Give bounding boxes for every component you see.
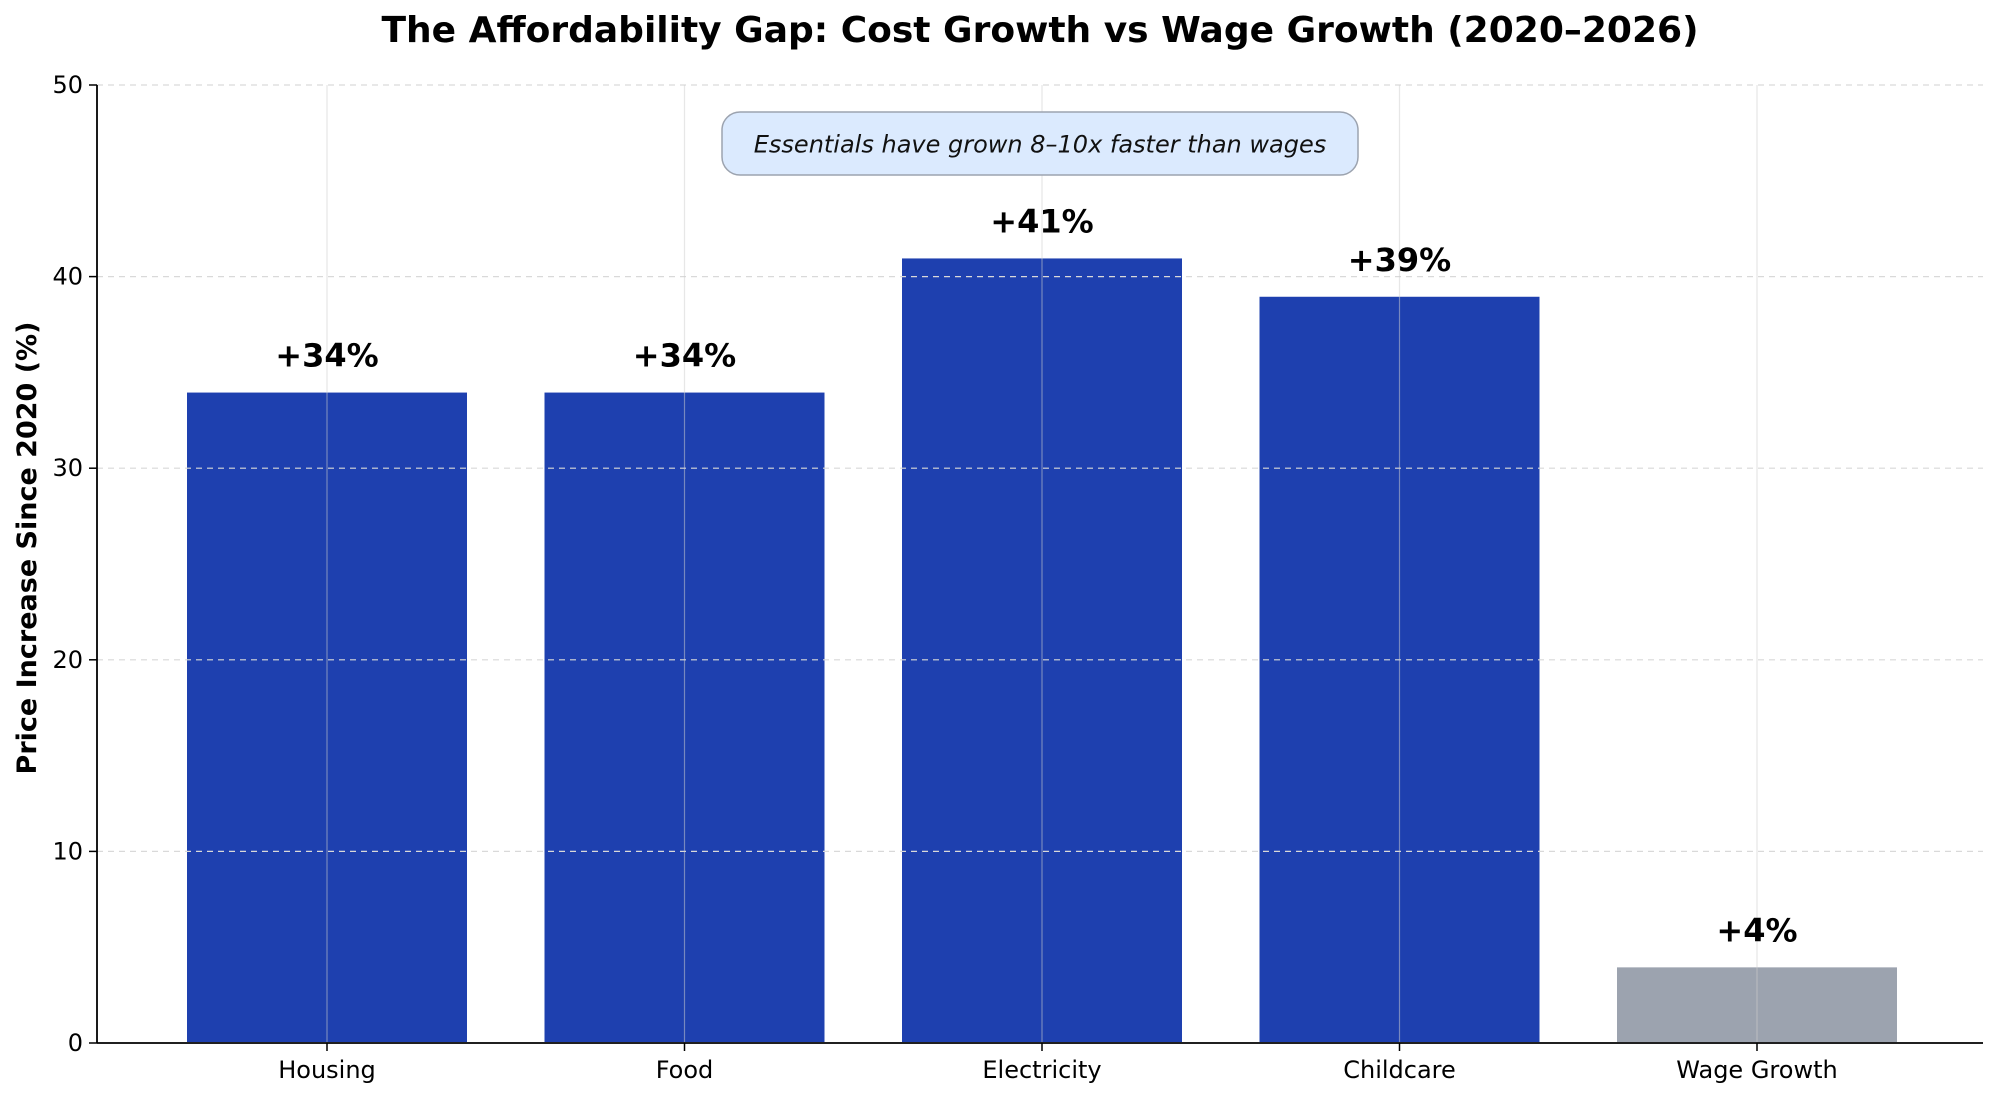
data-label: +4% [1716,911,1797,949]
y-tick-label: 40 [52,263,83,291]
axes: 0 10 20 30 40 50 Housing Food Electricity Childca… [52,71,1983,1084]
x-tick-label: Childcare [1343,1056,1456,1084]
annotation-box: Essentials have grown 8–10x faster than … [721,111,1359,176]
data-labels: +34% +34% +41% +39% +4% [275,202,1797,949]
y-tick-label: 50 [52,71,83,99]
data-label: +34% [633,337,736,375]
y-tick-label: 10 [52,837,83,865]
grid-lines [97,84,1983,1043]
x-tick-label: Wage Growth [1676,1056,1837,1084]
y-tick-label: 0 [68,1029,83,1057]
annotation-text: Essentials have grown 8–10x faster than … [754,131,1326,159]
y-tick-label: 30 [52,454,83,482]
annotation-background [721,111,1359,176]
x-tick-label: Electricity [982,1056,1101,1084]
data-label: +39% [1348,241,1451,279]
x-tick-label: Housing [278,1056,376,1084]
x-tick-label: Food [656,1056,714,1084]
chart-title: The Affordability Gap: Cost Growth vs Wa… [381,10,1698,51]
data-label: +34% [275,337,378,375]
data-label: +41% [990,202,1093,240]
y-tick-label: 20 [52,646,83,674]
y-axis-label: Price Increase Since 2020 (%) [12,322,43,775]
